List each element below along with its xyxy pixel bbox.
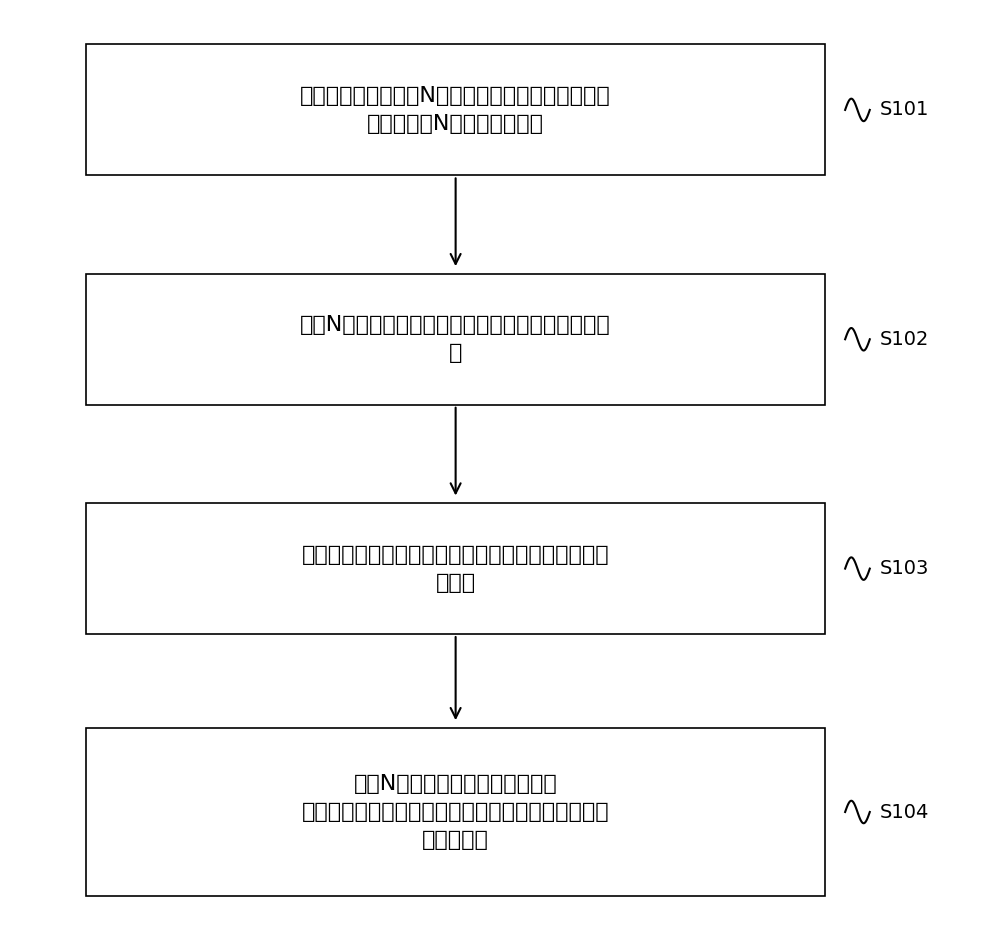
- FancyBboxPatch shape: [86, 728, 825, 896]
- Text: S103: S103: [880, 560, 929, 579]
- Text: S102: S102: [880, 330, 929, 349]
- Text: 通过层次分析法计算每类室内环境数据对应的目标权
重系数: 通过层次分析法计算每类室内环境数据对应的目标权 重系数: [302, 544, 609, 593]
- Text: S104: S104: [880, 803, 929, 822]
- Text: 依据N类室内环境数据的特征信息
和每类室内环境数据对应的目标权重系数对变电站设
备进行控制: 依据N类室内环境数据的特征信息 和每类室内环境数据对应的目标权重系数对变电站设 …: [302, 774, 609, 850]
- FancyBboxPatch shape: [86, 504, 825, 635]
- Text: S101: S101: [880, 101, 929, 120]
- FancyBboxPatch shape: [86, 45, 825, 176]
- Text: 每经过预设时长通过N个传感器对室内环境数据进行
采集，得到N类室内环境数据: 每经过预设时长通过N个传感器对室内环境数据进行 采集，得到N类室内环境数据: [300, 86, 611, 134]
- Text: 计算N类室内环境数据中每类室内环境数据的特征信
息: 计算N类室内环境数据中每类室内环境数据的特征信 息: [300, 315, 611, 363]
- FancyBboxPatch shape: [86, 274, 825, 405]
